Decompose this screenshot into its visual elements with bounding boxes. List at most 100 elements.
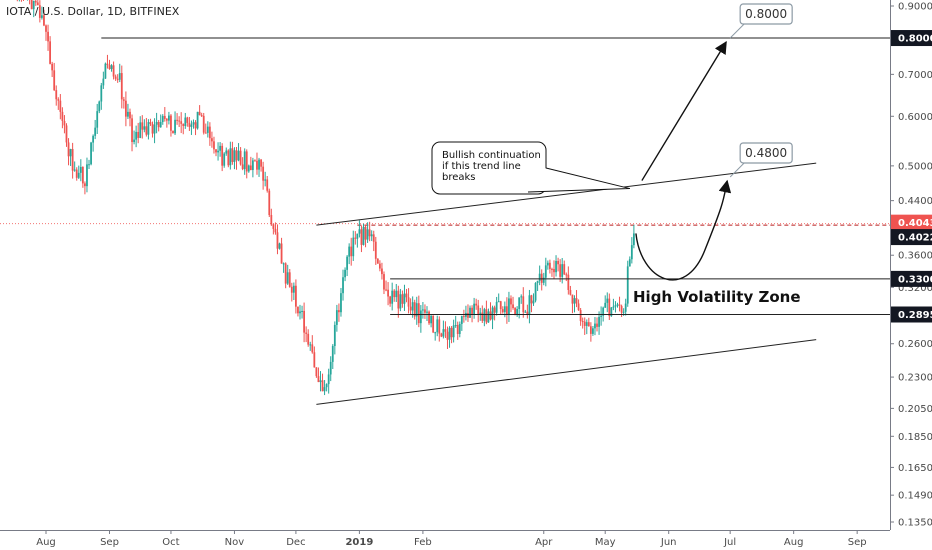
candle-body xyxy=(319,380,322,383)
candle-body xyxy=(122,99,125,101)
candle-body xyxy=(208,126,211,139)
candle-body xyxy=(100,85,103,102)
candle-body xyxy=(442,329,445,337)
candle-body xyxy=(77,172,80,178)
candle-body xyxy=(450,327,453,338)
candle-body xyxy=(608,298,611,317)
candle-body xyxy=(102,78,105,86)
lower-trend-line xyxy=(316,339,817,405)
candle-body xyxy=(317,376,320,383)
candle-body xyxy=(346,256,349,270)
candle-body xyxy=(540,273,543,283)
candle-body xyxy=(71,149,74,171)
callout-pointer xyxy=(527,167,631,193)
candle-body xyxy=(549,262,551,269)
candle-body xyxy=(526,311,529,315)
y-tick-label: 0.1850 xyxy=(898,432,932,443)
candle-body xyxy=(372,234,375,242)
plot-area[interactable] xyxy=(0,0,890,530)
x-tick-label: Nov xyxy=(225,537,245,548)
candle-body xyxy=(342,277,344,294)
candle-body xyxy=(438,319,441,334)
candle-body xyxy=(81,166,84,184)
candles xyxy=(16,0,635,396)
candle-body xyxy=(303,310,305,333)
candle-body xyxy=(434,332,437,334)
candle-body xyxy=(428,311,430,324)
candle-body xyxy=(251,160,254,171)
candle-body xyxy=(352,237,355,257)
candle-body xyxy=(98,101,101,112)
candle-body xyxy=(479,312,482,315)
candle-body xyxy=(61,111,64,121)
candle-body xyxy=(219,145,222,151)
candle-body xyxy=(288,272,291,287)
candle-body xyxy=(120,73,123,100)
x-tick-label: Oct xyxy=(162,537,179,548)
candle-body xyxy=(172,130,174,134)
candle-body xyxy=(84,183,86,187)
candle-body xyxy=(104,63,107,79)
candle-body xyxy=(239,150,242,165)
candle-body xyxy=(168,115,170,121)
candle-body xyxy=(204,132,207,134)
candle-body xyxy=(110,65,113,70)
candle-body xyxy=(577,303,580,311)
candle-body xyxy=(215,149,217,153)
candle-body xyxy=(536,280,539,283)
candle-body xyxy=(452,325,455,338)
candle-body xyxy=(426,311,428,313)
candle-body xyxy=(30,0,33,10)
candle-body xyxy=(614,305,617,307)
candle-body xyxy=(211,138,213,142)
candle-body xyxy=(129,111,131,119)
candle-body xyxy=(460,316,463,324)
candle-body xyxy=(585,322,588,326)
candle-body xyxy=(596,323,598,327)
y-tick-label: 0.1350 xyxy=(898,518,932,529)
target-box xyxy=(739,3,793,25)
candle-body xyxy=(59,100,62,112)
retest-arrow-to-0.4800 xyxy=(635,179,732,281)
candle-body xyxy=(227,150,230,166)
candle-body xyxy=(522,296,525,313)
candle-body xyxy=(616,304,619,306)
candle-body xyxy=(620,306,623,313)
candle-body xyxy=(262,166,265,181)
candle-body xyxy=(135,131,138,140)
candle-body xyxy=(385,289,387,291)
candle-body xyxy=(368,229,371,237)
candle-body xyxy=(186,117,189,123)
price-tag-0.2895: 0.2895 xyxy=(898,310,932,321)
callout-mask xyxy=(524,164,544,190)
candle-body xyxy=(258,159,260,170)
candle-body xyxy=(286,272,289,284)
candle-body xyxy=(448,327,451,340)
x-tick-label: Feb xyxy=(414,537,432,548)
y-tick-label: 0.2300 xyxy=(898,373,932,384)
candle-body xyxy=(270,215,273,225)
candle-body xyxy=(106,63,109,65)
candle-body xyxy=(544,265,547,278)
callout-text-line: breaks xyxy=(442,172,476,183)
x-tick-label: Dec xyxy=(286,537,305,548)
candle-body xyxy=(626,266,629,304)
y-tick-label: 0.5000 xyxy=(898,161,932,172)
candle-body xyxy=(387,289,389,297)
candle-body xyxy=(145,126,148,135)
candle-body xyxy=(241,164,244,170)
candle-body xyxy=(503,306,506,313)
candle-body xyxy=(114,76,117,79)
candle-body xyxy=(456,325,459,334)
candle-body xyxy=(397,290,400,309)
candle-body xyxy=(354,237,357,239)
candle-body xyxy=(38,5,41,18)
candle-body xyxy=(231,148,234,162)
candle-body xyxy=(153,124,156,134)
price-tag-bg xyxy=(891,214,932,231)
y-tick-label: 0.9000 xyxy=(898,2,932,13)
candle-body xyxy=(108,64,111,70)
x-tick-label: Jul xyxy=(723,537,736,548)
